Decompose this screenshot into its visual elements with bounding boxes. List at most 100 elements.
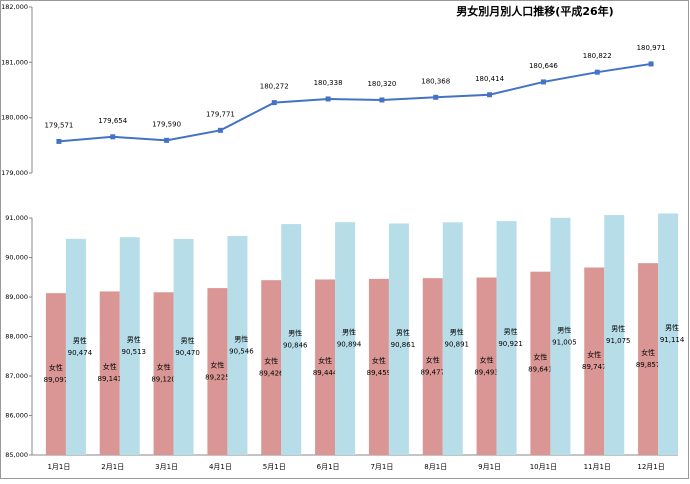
data-label: 90,846: [283, 342, 308, 350]
bar: [422, 278, 443, 455]
data-label: 89,477: [421, 369, 446, 377]
bar: [99, 291, 120, 455]
data-label-name: 男性: [342, 328, 356, 337]
data-label-name: 女性: [49, 363, 63, 372]
line-marker: [110, 134, 116, 140]
bar: [530, 271, 551, 455]
bar: [584, 267, 605, 455]
data-label: 90,546: [229, 347, 254, 355]
x-tick-label: 7月1日: [370, 463, 393, 471]
line-marker: [487, 92, 493, 98]
data-label: 91,114: [660, 336, 685, 344]
bar: [173, 238, 194, 455]
x-tick-label: 2月1日: [101, 463, 124, 471]
bar: [496, 221, 517, 455]
x-tick-label: 11月1日: [584, 463, 611, 471]
data-label-name: 男性: [127, 335, 141, 344]
data-label: 90,474: [68, 349, 93, 357]
data-label: 180,822: [583, 52, 612, 60]
data-label: 89,097: [44, 376, 69, 384]
data-label: 89,747: [582, 363, 607, 371]
data-label-name: 女性: [641, 348, 655, 357]
bar: [153, 292, 174, 455]
data-label: 179,590: [152, 120, 181, 128]
line-marker: [648, 61, 654, 67]
y-tick-label: 181,000: [1, 58, 28, 66]
data-label: 90,513: [122, 348, 147, 356]
data-label-name: 男性: [73, 336, 87, 345]
data-label-name: 男性: [557, 325, 571, 334]
data-label-name: 女性: [533, 352, 547, 361]
y-tick-label: 89,000: [5, 293, 28, 301]
bar: [45, 293, 66, 455]
data-label-name: 男性: [234, 334, 248, 343]
data-label: 180,338: [314, 79, 343, 87]
data-label-name: 女性: [587, 350, 601, 359]
x-tick-label: 3月1日: [155, 463, 178, 471]
data-label: 89,141: [98, 375, 123, 383]
data-label: 89,641: [528, 365, 553, 373]
data-label: 180,320: [367, 80, 396, 88]
x-tick-label: 4月1日: [209, 463, 232, 471]
y-tick-label: 180,000: [1, 114, 28, 122]
y-tick-label: 182,000: [1, 3, 28, 11]
x-tick-label: 12月1日: [637, 463, 664, 471]
data-label: 91,005: [552, 338, 577, 346]
line-marker: [217, 127, 223, 133]
line-marker: [325, 96, 331, 102]
bar: [368, 278, 389, 455]
data-label: 89,459: [367, 369, 392, 377]
data-label-name: 女性: [103, 362, 117, 371]
x-tick-label: 9月1日: [478, 463, 501, 471]
data-label-name: 女性: [210, 361, 224, 370]
data-label-name: 男性: [181, 336, 195, 345]
data-label: 180,646: [529, 62, 558, 70]
bar: [658, 213, 679, 455]
data-label-name: 男性: [450, 328, 464, 337]
x-tick-label: 6月1日: [317, 463, 340, 471]
x-tick-label: 1月1日: [47, 463, 70, 471]
data-label-name: 男性: [288, 329, 302, 338]
bar: [388, 223, 409, 455]
bar: [227, 235, 248, 455]
chart-title: 男女別月別人口推移(平成26年): [456, 4, 613, 18]
bar: [65, 238, 86, 455]
x-tick-label: 10月1日: [530, 463, 557, 471]
y-tick-label: 88,000: [5, 333, 28, 341]
data-label-name: 女性: [318, 356, 332, 365]
bar: [442, 222, 463, 455]
line-marker: [56, 138, 62, 144]
x-tick-label: 5月1日: [263, 463, 286, 471]
data-label-name: 女性: [264, 357, 278, 366]
line-marker: [271, 100, 277, 106]
data-label: 89,493: [474, 368, 499, 376]
data-label: 90,921: [498, 340, 523, 348]
data-label: 180,368: [421, 77, 450, 85]
data-label: 89,120: [151, 376, 176, 384]
y-tick-label: 86,000: [5, 412, 28, 420]
data-label: 89,857: [636, 361, 661, 369]
data-label: 180,414: [475, 75, 504, 83]
bar: [476, 277, 497, 455]
data-label-name: 女性: [480, 355, 494, 364]
data-label: 179,654: [98, 117, 127, 125]
data-label-name: 男性: [611, 324, 625, 333]
data-label: 179,771: [206, 110, 235, 118]
bar: [119, 237, 140, 455]
line-marker: [540, 79, 546, 85]
bar: [550, 217, 571, 455]
data-label: 90,891: [445, 341, 470, 349]
bar: [315, 279, 336, 455]
bar: [207, 288, 228, 455]
line-marker: [433, 94, 439, 100]
y-tick-label: 91,000: [5, 214, 28, 222]
bar: [604, 215, 625, 455]
y-tick-label: 85,000: [5, 451, 28, 459]
data-label-name: 女性: [426, 356, 440, 365]
data-label: 89,444: [313, 369, 338, 377]
data-label: 180,272: [260, 83, 289, 91]
line: [58, 62, 652, 143]
data-label: 180,971: [637, 44, 666, 52]
line-marker: [594, 69, 600, 75]
